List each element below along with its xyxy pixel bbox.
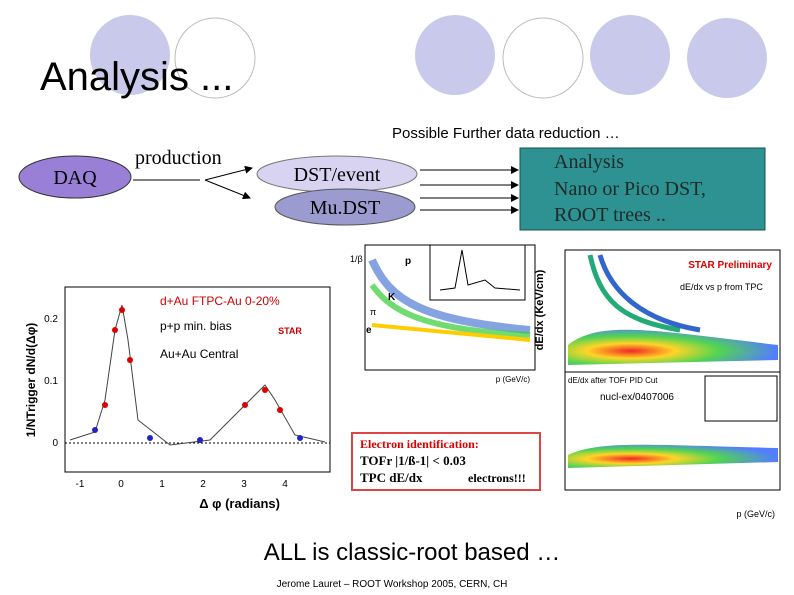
legend-entry: d+Au FTPC-Au 0-20% bbox=[160, 294, 280, 308]
star-badge: STAR bbox=[278, 326, 302, 336]
slide-title: Analysis ... bbox=[40, 55, 233, 99]
analysis-line: Nano or Pico DST, bbox=[554, 178, 706, 200]
mudst-label: Mu.DST bbox=[310, 197, 381, 219]
particle-label: π bbox=[370, 307, 376, 317]
daq-node bbox=[18, 155, 132, 199]
electron-line: TOFr |1/ß-1| < 0.03 bbox=[360, 453, 466, 468]
electron-result: electrons!!! bbox=[468, 471, 526, 485]
analysis-line: ROOT trees .. bbox=[554, 204, 666, 226]
electron-box: Electron identification: TOFr |1/ß-1| < … bbox=[351, 432, 541, 491]
electron-line: TPC dE/dx bbox=[360, 470, 423, 485]
electron-heading: Electron identification: bbox=[360, 437, 479, 451]
x-axis-label: Δ φ (radians) bbox=[199, 496, 280, 511]
reduction-note: Possible Further data reduction … bbox=[392, 125, 620, 142]
x-axis-label: p (GeV/c) bbox=[736, 509, 775, 519]
middle-plot: p K π e 1/β p (GeV/c) bbox=[350, 244, 536, 384]
production-label: production bbox=[135, 147, 222, 169]
y-tick: 0.1 bbox=[44, 376, 58, 387]
mudst-node bbox=[274, 188, 416, 226]
x-axis-label: p (GeV/c) bbox=[496, 375, 531, 384]
y-axis-label: 1/β bbox=[350, 254, 363, 264]
y-tick: 0 bbox=[52, 438, 58, 449]
y-axis-label: 1/NTrigger dN/d(Δφ) bbox=[24, 323, 38, 438]
legend-entry: Au+Au Central bbox=[160, 347, 238, 361]
star-preliminary: STAR Preliminary bbox=[688, 260, 772, 271]
conclusion: ALL is classic-root based … bbox=[264, 539, 561, 566]
x-tick: 1 bbox=[159, 479, 165, 490]
reference: nucl-ex/0407006 bbox=[600, 392, 674, 403]
caption: dE/dx after TOFr PID Cut bbox=[568, 376, 658, 385]
particle-label: p bbox=[405, 256, 411, 267]
footer: Jerome Lauret – ROOT Workshop 2005, CERN… bbox=[277, 579, 508, 590]
left-plot: d+Au FTPC-Au 0-20% p+p min. bias Au+Au C… bbox=[24, 286, 331, 511]
daq-label: DAQ bbox=[53, 167, 97, 189]
legend-entry: p+p min. bias bbox=[160, 319, 232, 333]
x-tick: 2 bbox=[200, 479, 206, 490]
particle-label: e bbox=[366, 325, 372, 336]
analysis-box bbox=[519, 147, 766, 231]
y-axis-label: dE/dx (KeV/cm) bbox=[534, 269, 546, 350]
y-tick: 0.2 bbox=[44, 314, 58, 325]
caption: dE/dx vs p from TPC bbox=[680, 282, 763, 292]
x-tick: -1 bbox=[76, 479, 85, 490]
analysis-line: Analysis bbox=[554, 151, 624, 173]
x-tick: 4 bbox=[282, 479, 288, 490]
x-tick: 3 bbox=[241, 479, 247, 490]
x-tick: 0 bbox=[118, 479, 124, 490]
dst-label: DST/event bbox=[294, 164, 381, 186]
decor-circles bbox=[90, 15, 767, 99]
right-plot: STAR Preliminary dE/dx vs p from TPC dE/… bbox=[534, 249, 781, 519]
particle-label: K bbox=[388, 292, 396, 303]
